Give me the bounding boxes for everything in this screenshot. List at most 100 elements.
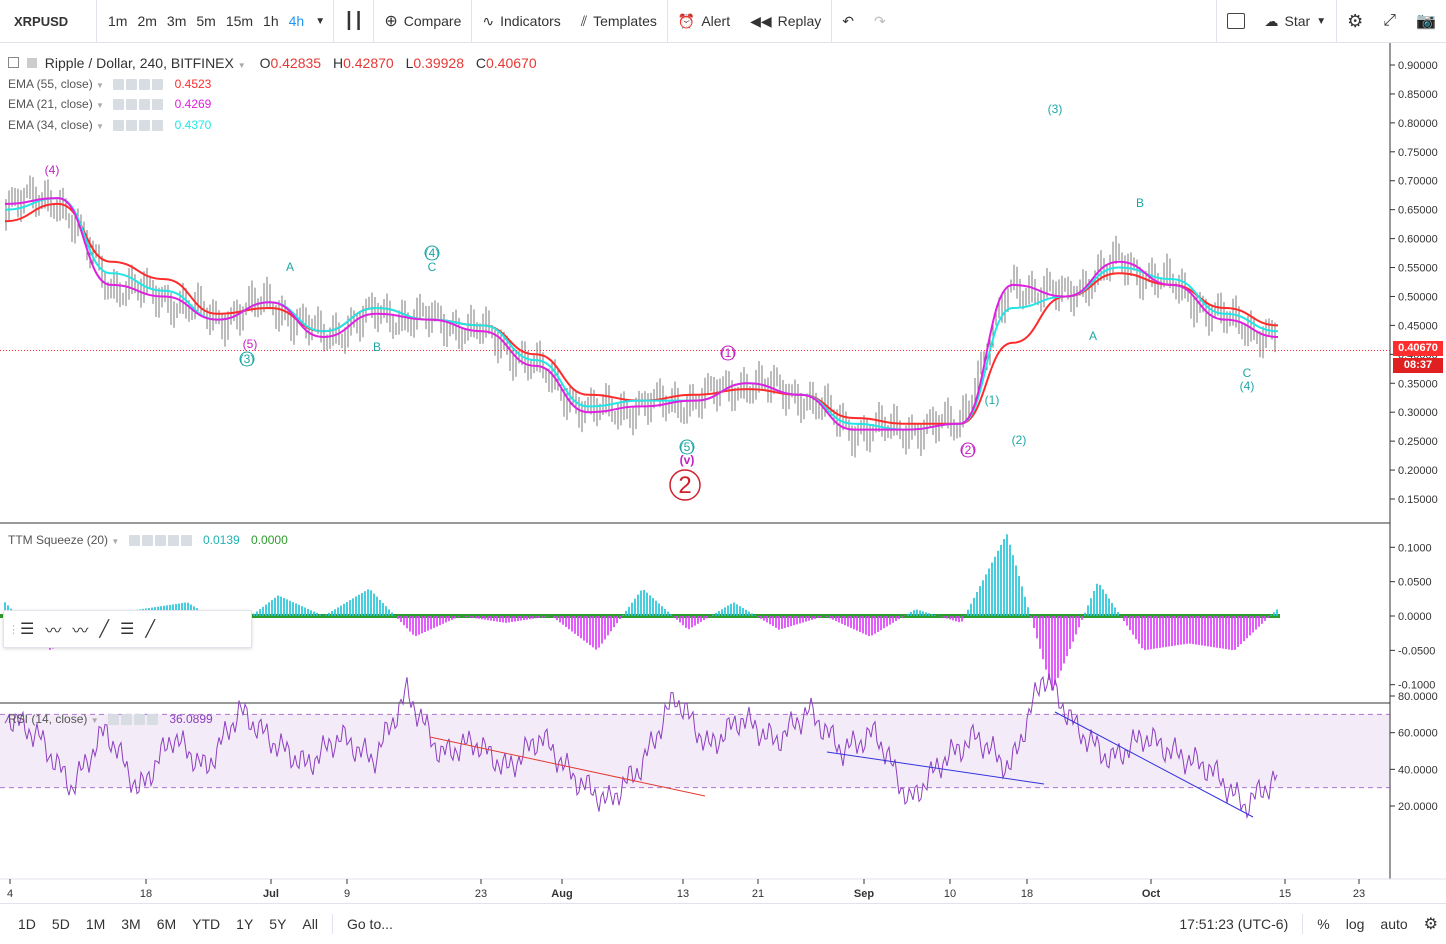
eye-icon[interactable] (128, 535, 140, 547)
interval-1h[interactable]: 1h (263, 13, 279, 29)
gear-icon[interactable] (126, 99, 138, 111)
toolbar-divider (1336, 0, 1338, 42)
ray-icon[interactable]: ╱ (145, 621, 155, 638)
plus-icon[interactable] (139, 79, 151, 91)
gear-icon[interactable] (126, 120, 138, 132)
range-6m[interactable]: 6M (156, 916, 177, 932)
snapshot-button[interactable]: 📷 (1406, 0, 1446, 42)
eye-icon[interactable] (107, 714, 119, 726)
gear-icon[interactable] (120, 714, 132, 726)
symbol-search[interactable]: XRPUSD (14, 13, 69, 29)
interval-5m[interactable]: 5m (196, 13, 216, 29)
drawing-toolbar: ⋮ ☰ 〰 〰 ╱ ☰ ╱ (3, 610, 252, 648)
range-group: 1D 5D 1M 3M 6M YTD 1Y 5Y All (0, 916, 326, 932)
plus-icon[interactable] (139, 99, 151, 111)
chevron-down-icon[interactable]: ▼ (237, 61, 246, 70)
ttm-value-2: 0.0000 (251, 533, 288, 547)
interval-dropdown-icon[interactable]: ▼ (315, 15, 326, 27)
replay-button[interactable]: ◀◀ Replay (740, 0, 831, 42)
close-icon[interactable] (152, 79, 164, 91)
braces-icon[interactable] (154, 535, 166, 547)
chevron-down-icon[interactable]: ▼ (96, 122, 104, 131)
eye-icon[interactable] (113, 99, 125, 111)
fullscreen-button[interactable]: ⤢ (1373, 0, 1406, 42)
plus-icon[interactable] (139, 120, 151, 132)
countdown-badge: 08:37 (1393, 358, 1443, 373)
fib-lines-icon[interactable]: ☰ (20, 621, 35, 638)
range-1d[interactable]: 1D (18, 916, 36, 932)
collapse-icon[interactable] (8, 57, 19, 68)
range-1y[interactable]: 1Y (236, 916, 254, 932)
wave-label: B (1136, 196, 1144, 210)
templates-button[interactable]: ⫽ Templates (571, 0, 667, 42)
close-icon[interactable] (152, 99, 164, 111)
interval-1m[interactable]: 1m (108, 13, 128, 29)
rsi-y-tick-label: 20.0000 (1398, 801, 1438, 813)
undo-button[interactable]: ↶ (832, 0, 864, 42)
chevron-down-icon[interactable]: ▼ (90, 716, 99, 725)
gear-icon[interactable] (141, 535, 153, 547)
indicator-icon: ∿ (482, 12, 495, 29)
save-layout-button[interactable]: ☁ Star ▼ (1255, 0, 1337, 42)
gear-icon[interactable] (126, 79, 138, 91)
elliott-correction-icon[interactable]: 〰 (72, 623, 89, 640)
ema34-label[interactable]: EMA (34, close) (8, 118, 93, 132)
eye-icon[interactable] (113, 120, 125, 132)
plus-icon[interactable] (133, 714, 145, 726)
toolbar-divider (831, 0, 833, 42)
range-5d[interactable]: 5D (51, 916, 70, 932)
x-tick-label: 9 (344, 888, 350, 900)
wave-label: B (373, 340, 381, 354)
gear-icon[interactable]: ⚙ (1423, 916, 1438, 933)
close-icon[interactable] (152, 120, 164, 132)
price-pane: (4)A(4)C(5)(3)B (1)(5)(v)2(1)(2)(2)(3)ABC… (0, 102, 1390, 501)
ema55-label[interactable]: EMA (55, close) (8, 77, 93, 91)
plus-icon[interactable] (167, 535, 179, 547)
alert-button[interactable]: ⏰ Alert (668, 0, 740, 42)
ttm-label[interactable]: TTM Squeeze (20) (8, 533, 109, 547)
close-icon[interactable] (146, 714, 158, 726)
redo-button[interactable]: ↷ (864, 0, 896, 42)
range-3m[interactable]: 3M (121, 916, 141, 932)
rsi-y-tick-label: 80.0000 (1398, 691, 1438, 703)
rsi-label[interactable]: RSI (14, close) (8, 712, 88, 726)
elliott-impulse-icon[interactable]: 〰 (45, 623, 62, 640)
chevron-down-icon[interactable]: ▼ (96, 101, 104, 110)
interval-4h[interactable]: 4h (288, 13, 305, 29)
chevron-down-icon[interactable]: ▼ (96, 81, 104, 90)
ema21-label[interactable]: EMA (21, close) (8, 97, 93, 111)
eye-icon[interactable] (113, 79, 125, 91)
chevron-down-icon[interactable]: ▼ (111, 537, 120, 546)
chart-area[interactable]: (4)A(4)C(5)(3)B (1)(5)(v)2(1)(2)(2)(3)ABC… (0, 43, 1446, 903)
interval-3m[interactable]: 3m (166, 13, 187, 29)
clock[interactable]: 17:51:23 (UTC-6) (1179, 916, 1289, 932)
compare-button[interactable]: ⊕ Compare (374, 0, 471, 42)
interval-2m[interactable]: 2m (137, 13, 157, 29)
drag-handle-icon[interactable]: ⋮ (8, 623, 19, 636)
percent-toggle[interactable]: % (1317, 916, 1330, 932)
fullscreen-rect-button[interactable] (1217, 0, 1255, 42)
wave-label: C (428, 260, 437, 274)
ttm-y-tick-label: -0.0500 (1398, 645, 1435, 657)
x-tick-label: 13 (677, 888, 689, 900)
trend-line-icon[interactable]: ╱ (99, 621, 110, 638)
range-1m[interactable]: 1M (85, 916, 106, 932)
parallel-channel-icon[interactable]: ☰ (120, 621, 135, 638)
ema21-line (4, 197, 1279, 431)
y-tick-label: 0.75000 (1398, 147, 1438, 159)
settings-button[interactable]: ⚙ (1337, 0, 1373, 42)
interval-15m[interactable]: 15m (225, 13, 254, 29)
chevron-down-icon: ▼ (1316, 15, 1327, 27)
main-title[interactable]: Ripple / Dollar, 240, BITFINEX (44, 55, 234, 71)
range-all[interactable]: All (302, 916, 318, 932)
close-icon[interactable] (180, 535, 192, 547)
goto-button[interactable]: Go to... (346, 916, 393, 932)
chart-style-button[interactable]: ┃┃ (334, 0, 373, 42)
x-tick-label: 23 (1353, 888, 1365, 900)
log-toggle[interactable]: log (1345, 916, 1365, 932)
range-ytd[interactable]: YTD (192, 916, 221, 932)
auto-toggle[interactable]: auto (1380, 916, 1408, 932)
indicators-button[interactable]: ∿ Indicators (472, 0, 570, 42)
x-tick-label: Aug (551, 888, 572, 900)
range-5y[interactable]: 5Y (269, 916, 287, 932)
